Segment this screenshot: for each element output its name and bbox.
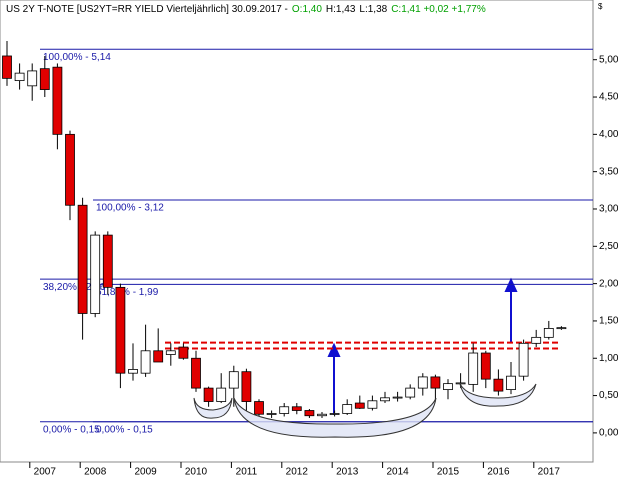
level-label: 100,00% - 5,14 (43, 52, 111, 63)
candle-body (128, 369, 138, 374)
candle-body (228, 371, 239, 389)
candle-body (480, 352, 491, 380)
x-tick-label: 2009 (134, 467, 157, 478)
y-tick-label: 5,00 (599, 54, 619, 65)
level-label: 38,20% - 2,06 (43, 282, 106, 293)
candle-body (14, 72, 25, 82)
candle-body (518, 342, 529, 377)
candle-body (556, 327, 567, 330)
level-label: 100,00% - 3,12 (96, 203, 164, 214)
candle-body (90, 234, 101, 314)
candle-body (140, 350, 151, 374)
y-tick-label: 2,50 (599, 241, 619, 252)
candle-body (191, 357, 201, 389)
arrows (327, 277, 518, 415)
x-tick-label: 2017 (538, 467, 561, 478)
candle-body (455, 382, 466, 385)
candle-body (102, 234, 113, 288)
y-tick-label: 4,50 (599, 92, 619, 103)
x-tick-label: 2011 (236, 467, 258, 478)
candle-body (543, 328, 554, 338)
unit-label: $ (598, 2, 603, 11)
candle-body (342, 404, 353, 414)
candle-body (392, 396, 403, 399)
title-part: L:1,38 (359, 4, 387, 15)
y-tick-label: 3,50 (599, 166, 619, 177)
x-tick-label: 2015 (437, 467, 460, 478)
x-tick-label: 2007 (34, 467, 57, 478)
arrow-head (504, 277, 518, 292)
y-tick-label: 2,00 (599, 278, 619, 289)
arc (233, 397, 437, 438)
candle-body (468, 352, 479, 385)
level-label: 0,00% - 0,15 (43, 424, 100, 435)
arrow-head (327, 342, 341, 357)
candle-body (417, 376, 428, 389)
candle-body (216, 387, 227, 402)
candle-body (506, 375, 516, 391)
candle-body (291, 406, 302, 411)
x-tick-label: 2008 (84, 467, 107, 478)
candle-body (27, 70, 38, 87)
arc (459, 383, 537, 407)
level-label: 61,80% - 1,99 (96, 287, 159, 298)
candle-body (405, 387, 416, 398)
candle-body (531, 336, 542, 344)
y-tick-label: 1,50 (599, 316, 619, 327)
candle-body (77, 204, 88, 314)
candle-body (203, 387, 214, 402)
candle-body (430, 376, 441, 389)
x-tick-label: 2010 (185, 467, 208, 478)
candle-body (153, 350, 164, 363)
candle-body (178, 346, 189, 359)
candle-body (443, 383, 453, 391)
y-tick-label: 1,00 (599, 353, 619, 364)
title-part: H:1,43 (326, 4, 356, 15)
title-part: US 2Y T-NOTE [US2YT=RR YIELD Vierteljähr… (6, 4, 288, 15)
candle-body (65, 133, 75, 206)
pattern-arcs (193, 383, 537, 438)
title-part: C:1,41 +0,02 +1,77% (391, 4, 486, 15)
title-part: O:1,40 (292, 4, 322, 15)
y-tick-label: 0,00 (599, 428, 619, 439)
y-tick-label: 3,00 (599, 204, 619, 215)
candle-body (115, 286, 126, 374)
level-label: 0,00% - 0,15 (96, 424, 153, 435)
candle-body (52, 66, 63, 135)
x-tick-label: 2012 (286, 467, 309, 478)
plot-area (0, 0, 594, 463)
x-tick-label: 2014 (386, 467, 409, 478)
candle-body (2, 55, 12, 79)
candle-body (367, 400, 378, 409)
candle-body (317, 413, 327, 417)
x-tick-label: 2013 (336, 467, 359, 478)
candle-body (279, 406, 290, 414)
y-tick-label: 4,00 (599, 129, 619, 140)
candle-body (266, 413, 277, 415)
x-tick-label: 2016 (487, 467, 510, 478)
y-tick-label: 0,50 (599, 390, 619, 401)
candle-body (241, 371, 252, 402)
candle-body (165, 350, 176, 355)
candle-body (329, 413, 340, 415)
candle-body (380, 397, 390, 402)
candle-body (354, 402, 365, 409)
candle-body (254, 401, 264, 415)
chart-title: US 2Y T-NOTE [US2YT=RR YIELD Vierteljähr… (6, 4, 486, 15)
arc (193, 397, 233, 419)
candle-body (304, 410, 315, 417)
candle-body (39, 68, 50, 90)
candle-body (493, 378, 504, 392)
